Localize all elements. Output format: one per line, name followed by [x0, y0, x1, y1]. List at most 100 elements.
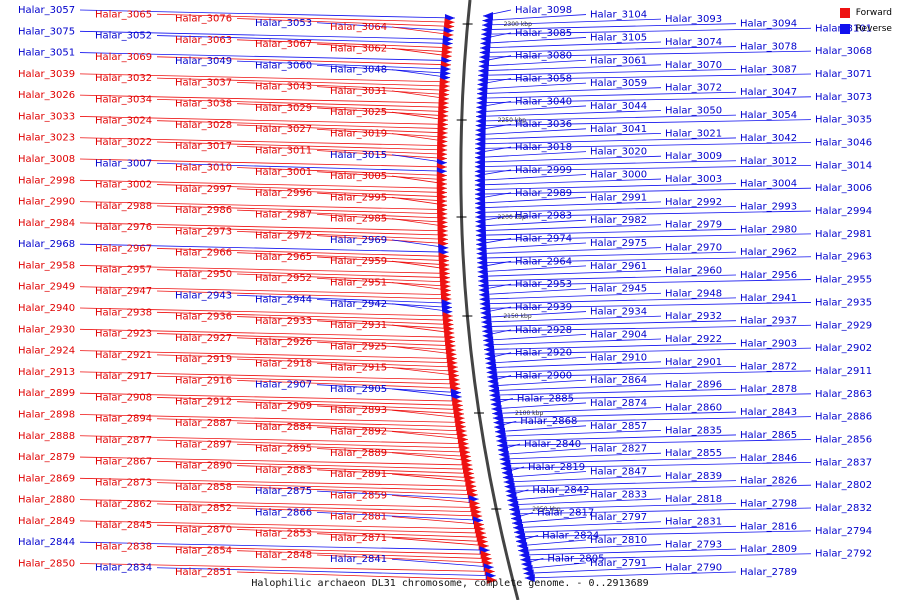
gene-label-Halar_3049: Halar_3049	[175, 56, 232, 67]
connector-Halar_3054	[475, 114, 737, 122]
gene-label-Halar_2850: Halar_2850	[18, 558, 75, 569]
connector-Halar_2887	[236, 422, 467, 432]
connector-Halar_2871	[391, 537, 489, 547]
gene-label-Halar_2819: Halar_2819	[528, 462, 585, 473]
gene-label-Halar_2875: Halar_2875	[255, 486, 312, 497]
gene-label-Halar_2912: Halar_2912	[175, 397, 232, 408]
gene-label-Halar_3040: Halar_3040	[515, 96, 572, 107]
gene-label-Halar_3000: Halar_3000	[590, 169, 647, 180]
gene-label-Halar_3070: Halar_3070	[665, 60, 722, 71]
gene-label-Halar_3008: Halar_3008	[18, 154, 75, 165]
gene-label-Halar_2859: Halar_2859	[330, 490, 387, 501]
connector-Halar_2981	[476, 233, 812, 241]
connector-Halar_2941	[479, 297, 737, 305]
gene-label-Halar_2911: Halar_2911	[815, 366, 872, 377]
connector-Halar_3009	[474, 155, 662, 163]
gene-label-Halar_2993: Halar_2993	[740, 201, 797, 212]
gene-label-Halar_2845: Halar_2845	[95, 520, 152, 531]
gene-label-Halar_3005: Halar_3005	[330, 171, 387, 182]
connector-Halar_3068	[479, 50, 812, 58]
connector-Halar_2870	[236, 529, 487, 538]
gene-label-Halar_2981: Halar_2981	[815, 229, 872, 240]
connector-Halar_2867	[156, 460, 474, 470]
gene-Halar_2789	[524, 574, 535, 582]
connector-Halar_2872	[486, 365, 737, 373]
gene-label-Halar_2938: Halar_2938	[95, 307, 152, 318]
gene-label-Halar_2898: Halar_2898	[18, 409, 75, 420]
gene-label-Halar_3002: Halar_3002	[95, 180, 152, 191]
gene-label-Halar_2908: Halar_2908	[95, 392, 152, 403]
connector-Halar_3072	[477, 87, 662, 95]
connector-Halar_3049	[236, 60, 451, 70]
connector-Halar_2832	[510, 507, 812, 515]
connector-Halar_2916	[236, 380, 461, 389]
connector-Halar_2865	[496, 434, 737, 442]
connector-Halar_3007	[156, 162, 447, 172]
legend-reverse: Reverse	[839, 24, 892, 34]
gene-label-Halar_2940: Halar_2940	[18, 303, 75, 314]
gene-label-Halar_2943: Halar_2943	[175, 290, 232, 301]
gene-label-Halar_2802: Halar_2802	[815, 480, 872, 491]
connector-Halar_3039	[79, 73, 450, 83]
gene-label-Halar_2959: Halar_2959	[330, 256, 387, 267]
gene-label-Halar_2992: Halar_2992	[665, 197, 722, 208]
gene-label-Halar_3034: Halar_3034	[95, 94, 152, 105]
connector-Halar_2909	[316, 405, 464, 415]
gene-label-Halar_2989: Halar_2989	[515, 188, 572, 199]
connector-Halar_2982	[475, 219, 587, 227]
gene-label-Halar_2864: Halar_2864	[590, 375, 647, 386]
connector-Halar_3053	[316, 22, 454, 32]
connector-Halar_2952	[316, 277, 451, 287]
gene-label-Halar_3073: Halar_3073	[815, 92, 872, 103]
gene-label-Halar_2984: Halar_2984	[18, 218, 75, 229]
gene-label-Halar_2944: Halar_2944	[255, 295, 312, 306]
connector-Halar_2987	[316, 213, 448, 223]
gene-label-Halar_3039: Halar_3039	[18, 69, 75, 80]
gene-label-Halar_3026: Halar_3026	[18, 90, 75, 101]
connector-Halar_2922	[483, 338, 662, 346]
connector-Halar_2901	[486, 361, 662, 369]
gene-label-Halar_2986: Halar_2986	[175, 205, 232, 216]
connector-Halar_2998	[79, 179, 447, 189]
connector-Halar_2899	[79, 392, 463, 402]
connector-Halar_2949	[79, 286, 452, 296]
connector-Halar_2984	[79, 222, 448, 232]
gene-label-Halar_2854: Halar_2854	[175, 546, 232, 557]
gene-label-Halar_2950: Halar_2950	[175, 269, 232, 280]
gene-label-Halar_2996: Halar_2996	[255, 188, 312, 199]
connector-Halar_2846	[500, 457, 737, 465]
connector-Halar_3023	[79, 137, 448, 147]
gene-label-Halar_2990: Halar_2990	[18, 197, 75, 208]
connector-Halar_3026	[79, 94, 449, 104]
connector-Halar_2996	[316, 192, 448, 202]
connector-Halar_2936	[236, 316, 454, 325]
gene-label-Halar_3031: Halar_3031	[330, 86, 387, 97]
connector-Halar_2809	[519, 548, 737, 556]
gene-label-Halar_2846: Halar_2846	[740, 453, 797, 464]
gene-label-Halar_3062: Halar_3062	[330, 43, 387, 54]
gene-label-Halar_2887: Halar_2887	[175, 418, 232, 429]
gene-label-Halar_3076: Halar_3076	[175, 14, 232, 25]
gene-label-Halar_3058: Halar_3058	[515, 74, 572, 85]
connector-Halar_2843	[492, 411, 737, 419]
connector-Halar_3042	[475, 137, 737, 145]
gene-label-Halar_2837: Halar_2837	[815, 457, 872, 468]
gene-label-Halar_2962: Halar_2962	[740, 247, 797, 258]
gene-label-Halar_2973: Halar_2973	[175, 226, 232, 237]
connector-Halar_3094	[481, 23, 737, 31]
gene-label-Halar_2982: Halar_2982	[590, 215, 647, 226]
gene-label-Halar_2980: Halar_2980	[740, 224, 797, 235]
gene-label-Halar_2893: Halar_2893	[330, 405, 387, 416]
connector-Halar_3069	[156, 56, 451, 66]
gene-label-Halar_2891: Halar_2891	[330, 469, 387, 480]
gene-Halar_2809	[519, 551, 530, 560]
gene-label-Halar_2964: Halar_2964	[515, 256, 572, 267]
gene-label-Halar_2874: Halar_2874	[590, 398, 647, 409]
gene-label-Halar_3098: Halar_3098	[515, 5, 572, 16]
gene-label-Halar_3047: Halar_3047	[740, 87, 797, 98]
gene-label-Halar_2975: Halar_2975	[590, 238, 647, 249]
gene-label-Halar_2930: Halar_2930	[18, 324, 75, 335]
gene-label-Halar_2951: Halar_2951	[330, 277, 387, 288]
connector-Halar_2839	[503, 475, 662, 483]
